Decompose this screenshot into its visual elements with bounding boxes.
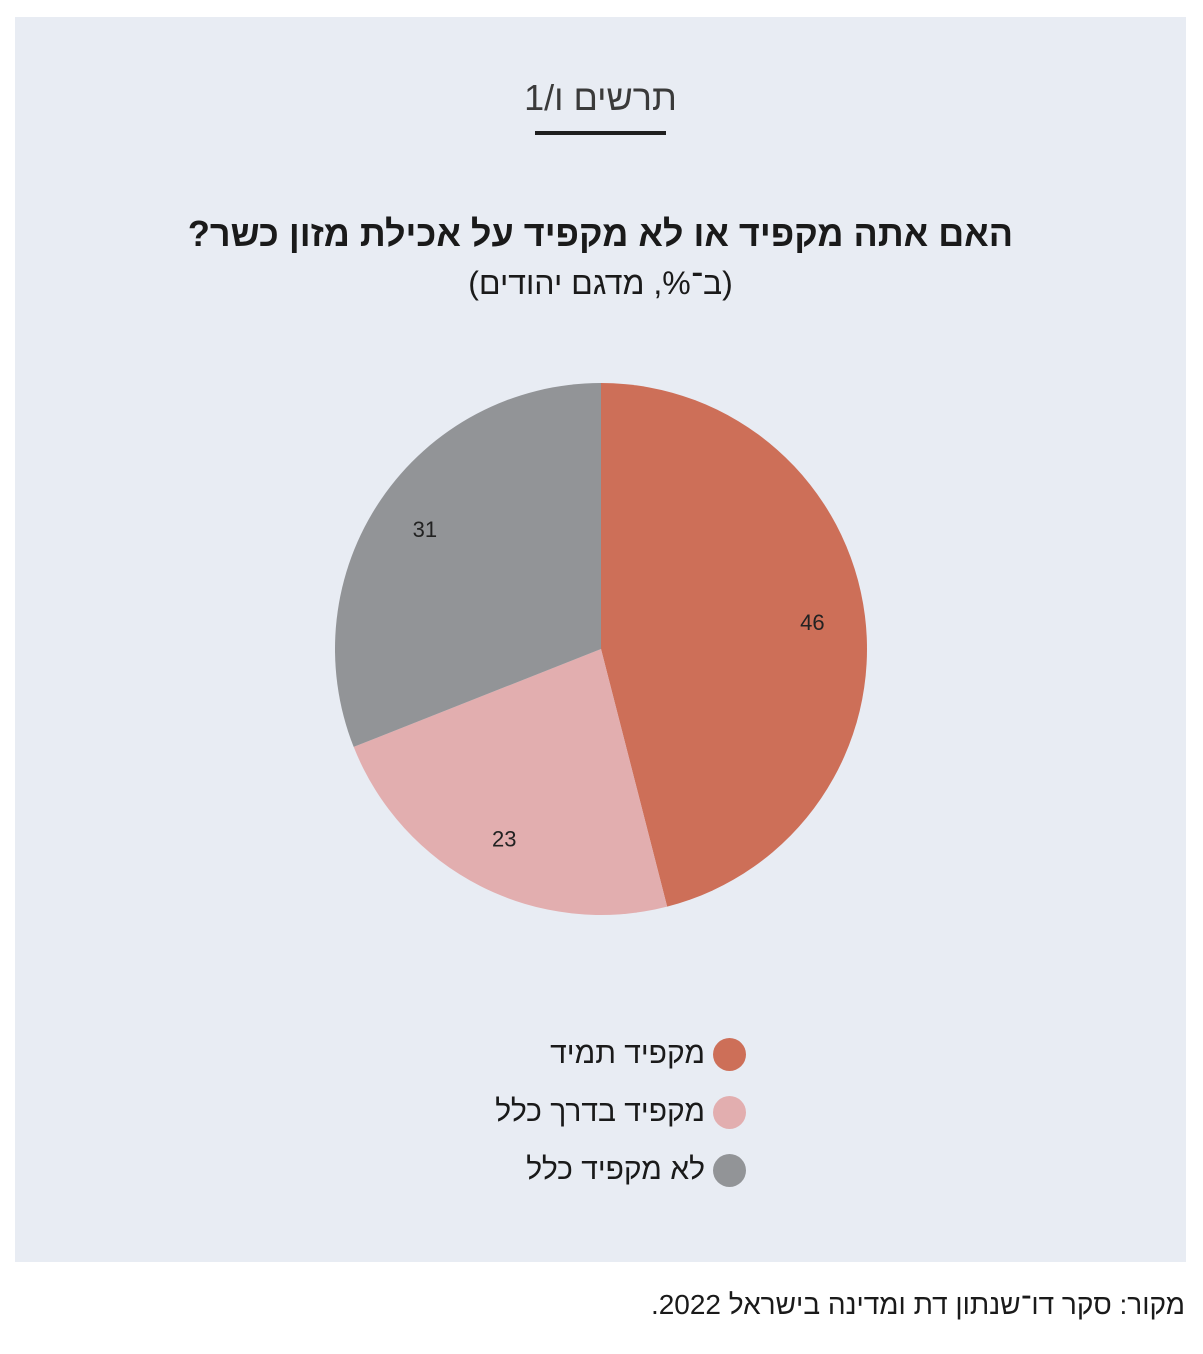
- legend-item: לא מקפיד כלל: [495, 1141, 746, 1199]
- pie-slice-1: [601, 383, 868, 907]
- slice-value-label: 31: [413, 517, 437, 542]
- legend-label: מקפיד בדרך כלל: [495, 1095, 705, 1128]
- pie-slices: [334, 383, 868, 915]
- legend: מקפיד תמיד מקפיד בדרך כלל לא מקפיד כלל: [495, 1025, 746, 1199]
- chart-subtitle: (ב־%, מדגם יהודים): [468, 265, 733, 301]
- chart-title: האם אתה מקפיד או לא מקפיד על אכילת מזון …: [187, 213, 1014, 254]
- legend-swatch: [713, 1037, 746, 1071]
- legend-swatch: [713, 1153, 746, 1187]
- pie-slice-3: [334, 383, 601, 747]
- legend-item: מקפיד תמיד: [495, 1025, 746, 1083]
- source-note: מקור: סקר דו־שנתון דת ומדינה בישראל 2022…: [650, 1289, 1185, 1320]
- slice-value-label: 46: [800, 610, 824, 635]
- legend-swatch: [713, 1095, 746, 1129]
- legend-label: מקפיד תמיד: [550, 1037, 705, 1070]
- chart-panel: תרשים ו/1 האם אתה מקפיד או לא מקפיד על א…: [15, 17, 1186, 1262]
- legend-item: מקפיד בדרך כלל: [495, 1083, 746, 1141]
- legend-label: לא מקפיד כלל: [526, 1153, 705, 1186]
- figure-label: תרשים ו/1: [524, 77, 677, 118]
- pie-labels: 46 23 31: [413, 517, 825, 852]
- title-divider: [535, 131, 666, 135]
- pie-chart: 46 23 31: [334, 383, 868, 915]
- pie-slice-2: [353, 649, 668, 915]
- slice-value-label: 23: [492, 826, 516, 851]
